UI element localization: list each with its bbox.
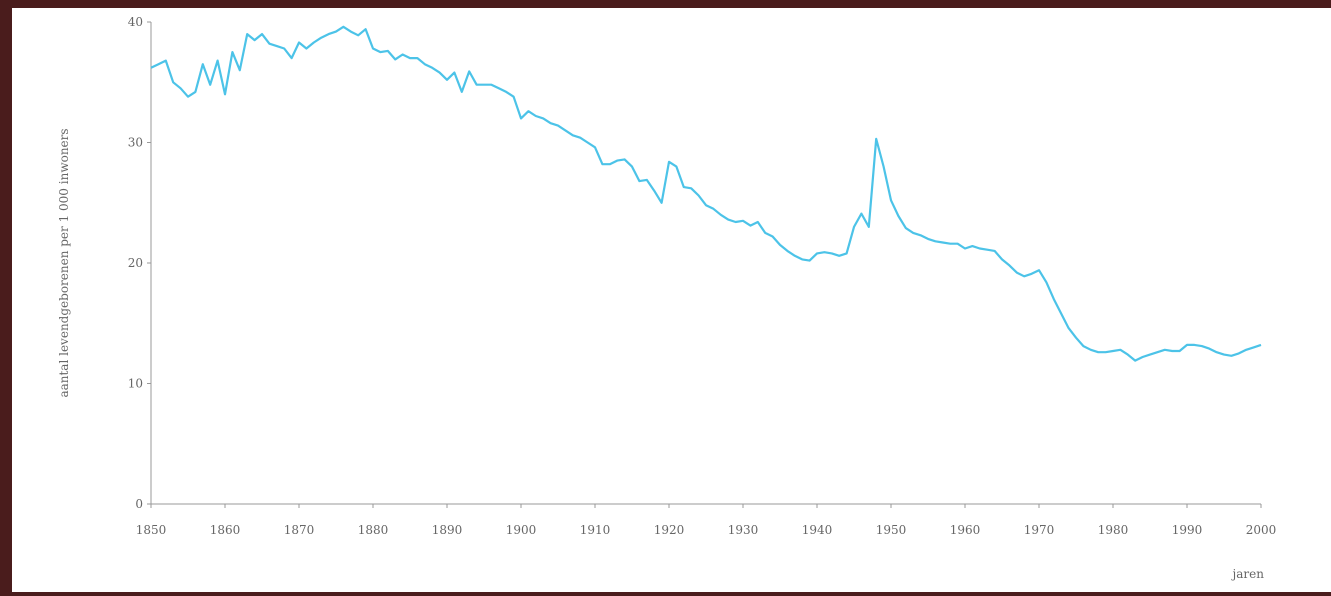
y-tick-label: 30 [128,136,143,150]
x-tick-group: 1850 1860 1870 1880 1890 1900 1910 1920 1930 1940… [136,504,1277,537]
y-tick-label: 20 [128,256,143,270]
x-tick-label: 1930 [728,523,759,537]
y-tick-label: 0 [135,497,143,511]
x-tick-label: 1870 [284,523,315,537]
series-line [150,25,1262,362]
x-tick-label: 1880 [358,523,389,537]
y-tick-label: 10 [128,377,143,391]
x-tick-label: 1890 [432,523,463,537]
x-tick-label: 1960 [950,523,981,537]
y-tick-label: 40 [128,15,143,29]
x-tick-label: 1940 [802,523,833,537]
x-tick-label: 1990 [1172,523,1203,537]
x-tick-label: 2000 [1246,523,1277,537]
x-tick-label: 1970 [1024,523,1055,537]
x-tick-label: 1850 [136,523,167,537]
x-tick-label: 1980 [1098,523,1129,537]
x-axis-title: jaren [1231,567,1265,581]
birth-rate-line-chart: 0 10 20 30 40 1850 1860 1870 1880 1890 1900 1910 19… [57,15,1277,581]
x-tick-label: 1950 [876,523,907,537]
y-tick-group: 0 10 20 30 40 [128,15,151,511]
x-tick-label: 1900 [506,523,537,537]
y-axis-title: aantal levendgeborenen per 1 000 inwoner… [57,128,71,397]
x-tick-label: 1860 [210,523,241,537]
x-tick-label: 1920 [654,523,685,537]
x-tick-label: 1910 [580,523,611,537]
chart-frame: 0 10 20 30 40 1850 1860 1870 1880 1890 1900 1910 19… [12,8,1331,592]
